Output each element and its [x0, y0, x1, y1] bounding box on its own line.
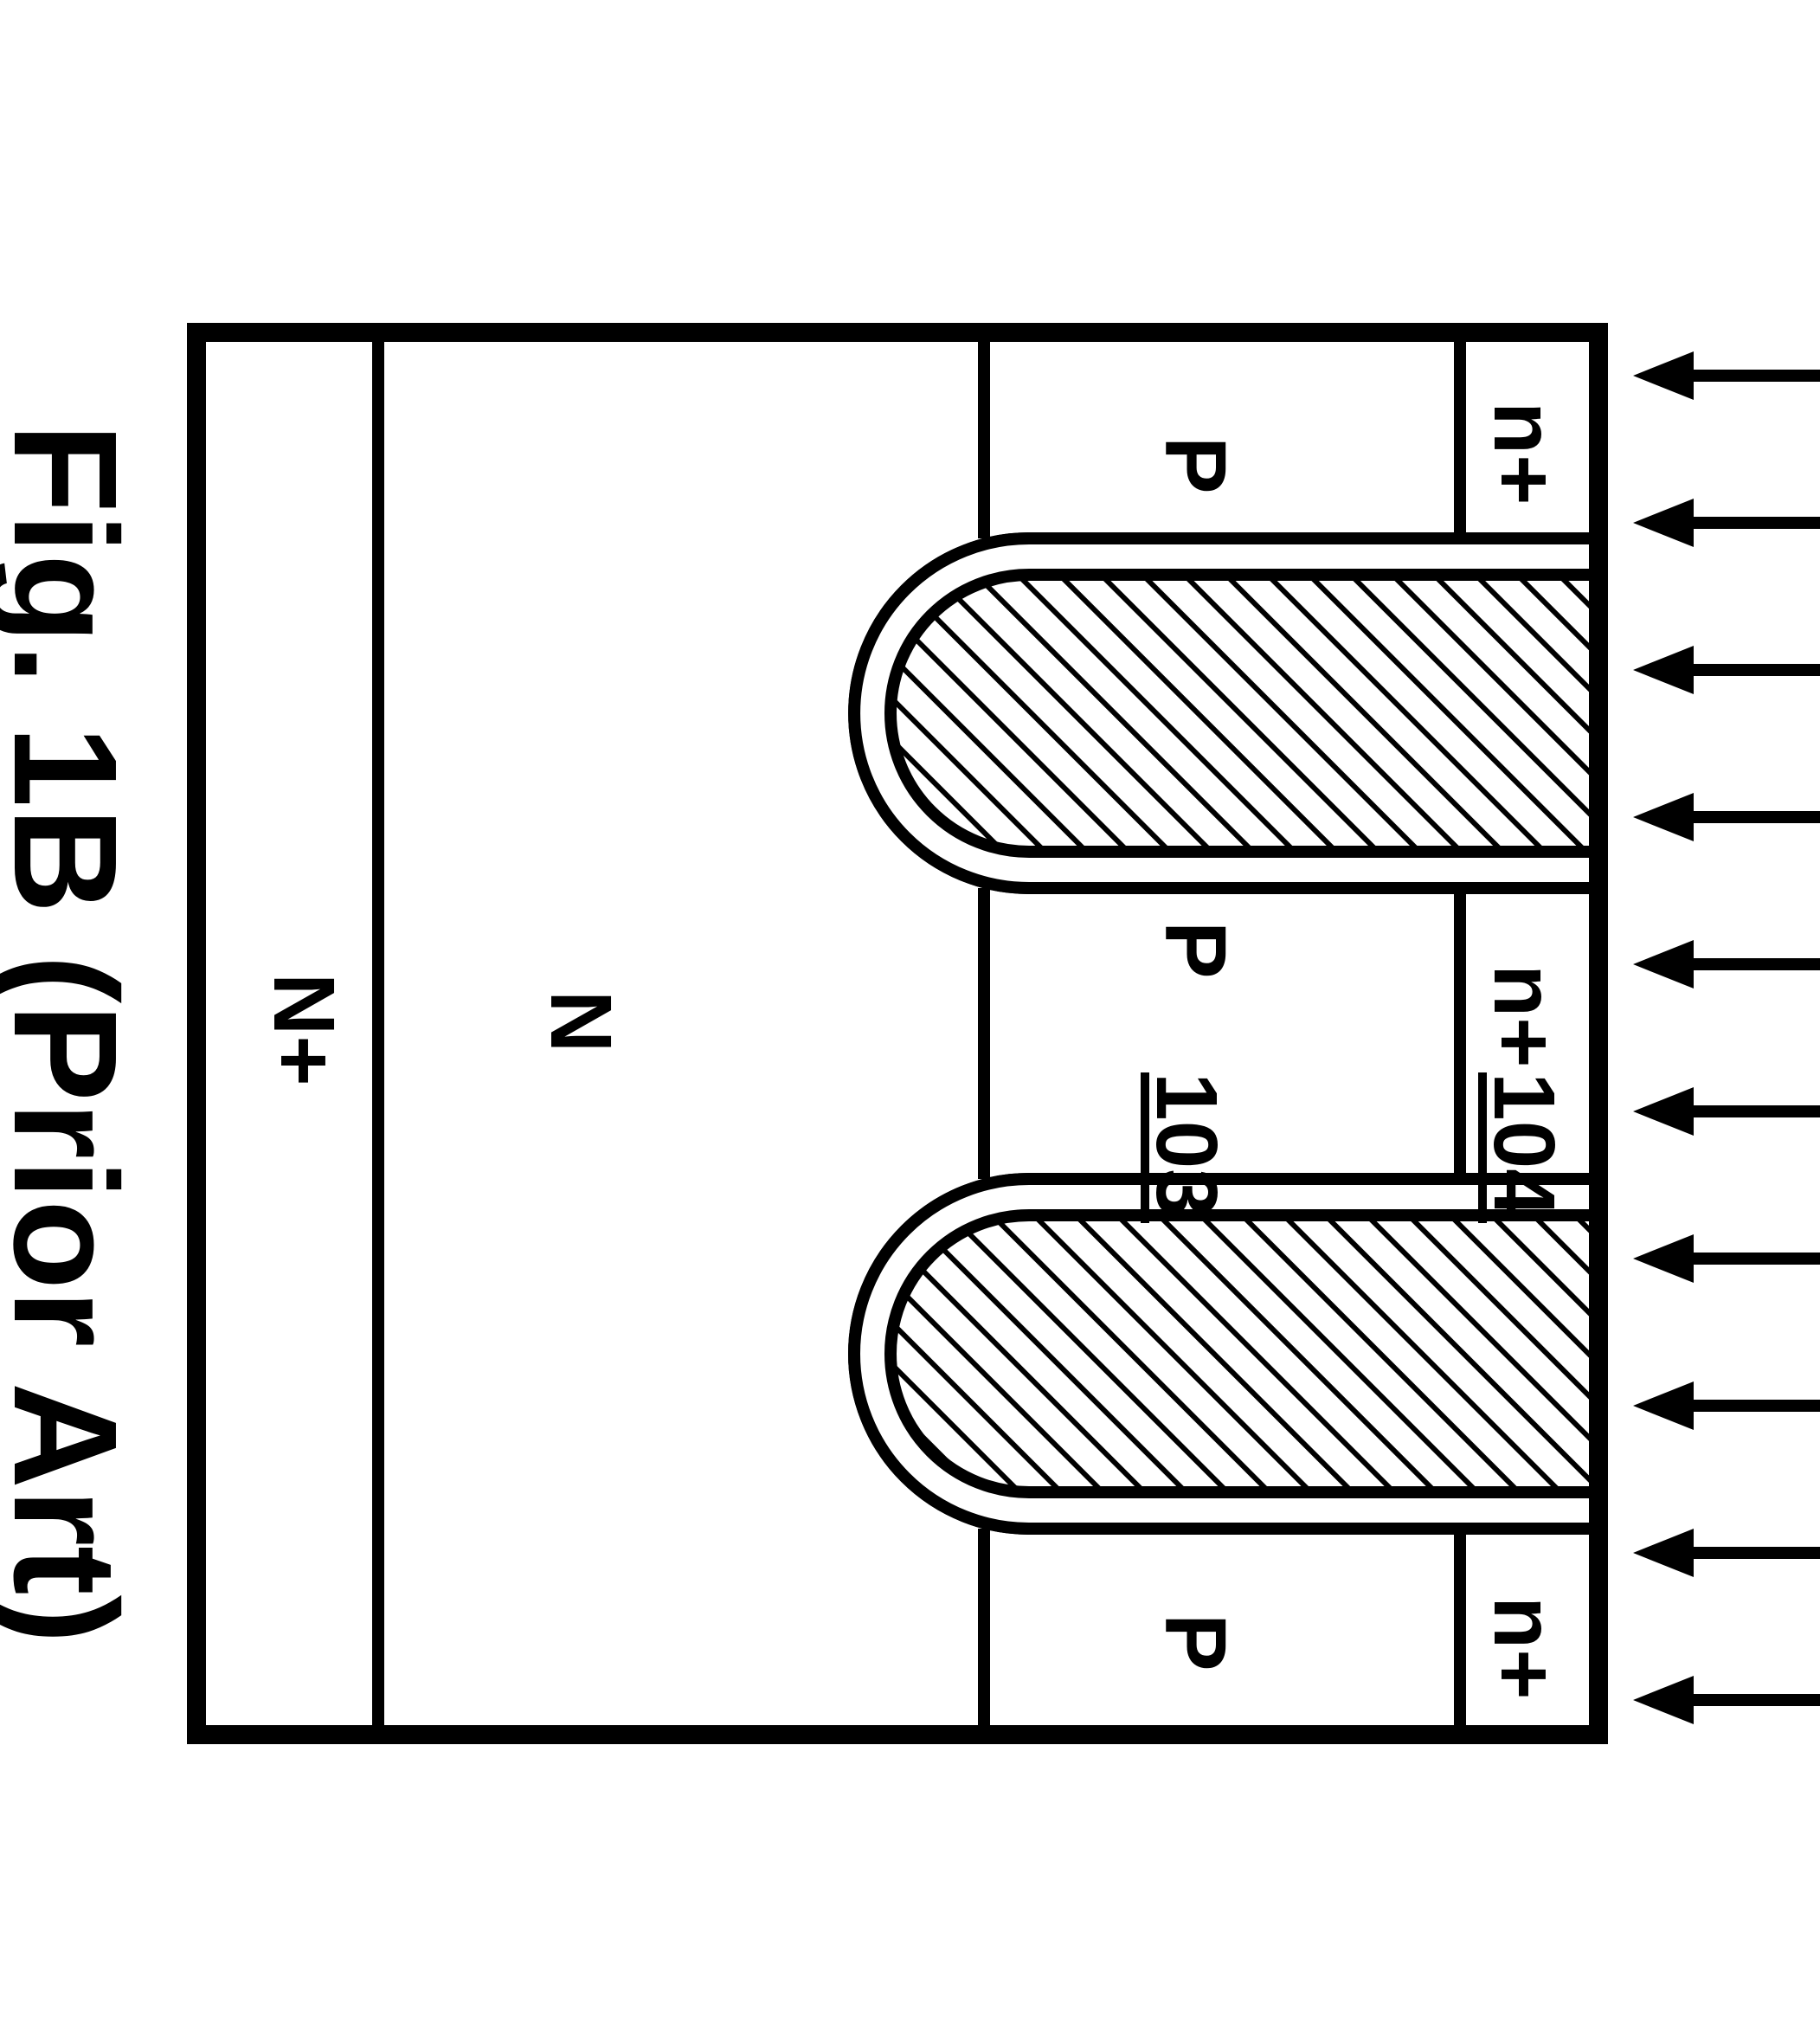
region-label: P — [1147, 921, 1244, 979]
reference-numeral: 104 — [1476, 1072, 1572, 1217]
region-label: N — [532, 990, 629, 1053]
region-label: n+ — [1476, 1596, 1572, 1699]
region-label: n+ — [1476, 402, 1572, 505]
region-label: P — [1147, 436, 1244, 494]
device-diagram: n+ n+ n+ P P P N N+ 104 103 Fig. 1B (Prior Art) — [0, 332, 1820, 1735]
region-label: P — [1147, 1613, 1244, 1671]
region-label: n+ — [1476, 964, 1572, 1067]
trench-0-poly — [891, 575, 1598, 852]
region-label: N+ — [255, 973, 352, 1086]
figure-caption: Fig. 1B (Prior Art) — [0, 423, 147, 1644]
reference-numeral: 103 — [1138, 1072, 1235, 1217]
trench-1-poly — [891, 1215, 1598, 1492]
